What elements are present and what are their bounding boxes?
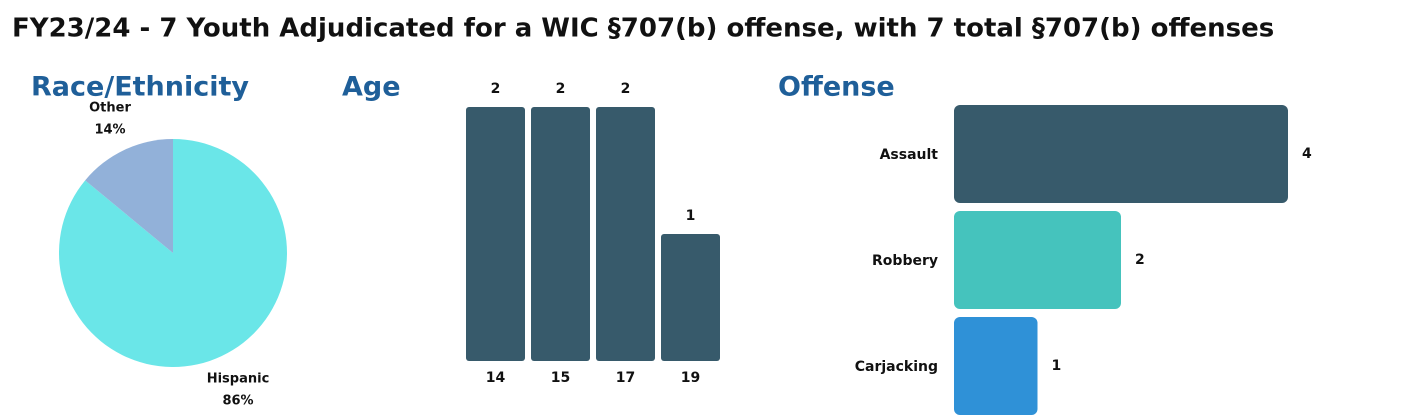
bar bbox=[661, 234, 720, 361]
bar-value: 4 bbox=[1302, 146, 1312, 162]
bar bbox=[954, 211, 1121, 309]
slice-value: 86% bbox=[222, 394, 253, 409]
bar-value: 2 bbox=[621, 81, 631, 97]
bar-value: 2 bbox=[1135, 252, 1145, 268]
x-tick-label: 14 bbox=[486, 370, 506, 386]
slice-label: Other bbox=[89, 101, 131, 116]
bar-value: 2 bbox=[556, 81, 566, 97]
y-tick-label: Assault bbox=[880, 147, 939, 163]
bar-value: 1 bbox=[686, 208, 696, 224]
x-tick-label: 17 bbox=[616, 370, 635, 386]
page-title: FY23/24 - 7 Youth Adjudicated for a WIC … bbox=[12, 14, 1274, 44]
bar bbox=[596, 107, 655, 361]
bar-value: 1 bbox=[1052, 358, 1062, 374]
y-tick-label: Carjacking bbox=[855, 359, 938, 375]
pie-slice bbox=[85, 139, 173, 253]
pie-slice bbox=[58, 139, 287, 368]
bar bbox=[954, 317, 1038, 415]
slice-label: Hispanic bbox=[207, 372, 270, 387]
chart-title: Race/Ethnicity bbox=[31, 72, 249, 103]
chart-title: Age bbox=[342, 72, 401, 103]
x-tick-label: 15 bbox=[551, 370, 570, 386]
bar bbox=[531, 107, 590, 361]
chart-title: Offense bbox=[778, 72, 895, 103]
bar bbox=[466, 107, 525, 361]
bar bbox=[954, 105, 1288, 203]
bar-value: 2 bbox=[491, 81, 501, 97]
x-tick-label: 19 bbox=[681, 370, 700, 386]
slice-value: 14% bbox=[94, 123, 125, 138]
y-tick-label: Robbery bbox=[872, 253, 938, 269]
